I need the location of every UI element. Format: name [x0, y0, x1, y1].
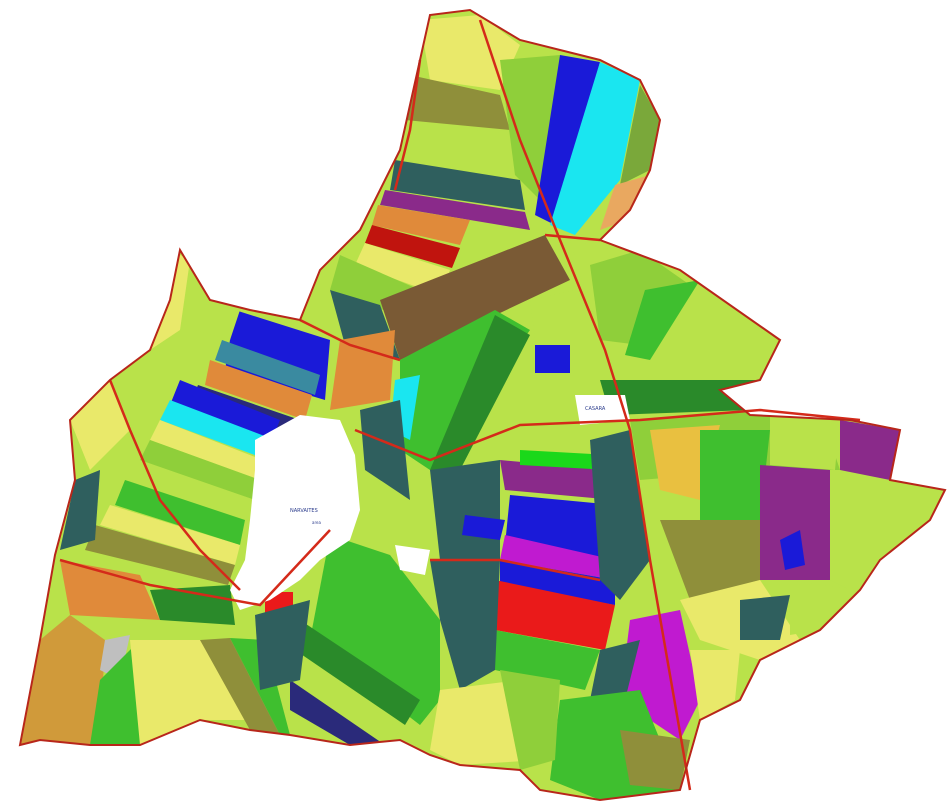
- parcel: [160, 400, 275, 460]
- parcel: [760, 465, 830, 580]
- parcel: [290, 650, 400, 745]
- parcel: [140, 440, 260, 500]
- parcel: [360, 400, 410, 500]
- parcel: [365, 225, 460, 268]
- parcel: [590, 250, 690, 345]
- parcel: [150, 585, 235, 625]
- parcel: [420, 15, 520, 90]
- parcel: [495, 580, 615, 650]
- parcel: [125, 460, 255, 520]
- parcel: [500, 670, 560, 770]
- village-sublabel: area: [312, 520, 321, 525]
- parcel: [115, 480, 245, 545]
- parcel: [535, 55, 600, 225]
- parcel: [600, 175, 650, 230]
- parcel: [600, 380, 760, 415]
- parcel: [430, 560, 500, 690]
- parcel: [430, 315, 530, 470]
- parcel: [85, 525, 235, 585]
- parcel: [700, 430, 770, 520]
- parcel: [740, 595, 790, 640]
- parcel: [500, 460, 615, 500]
- parcel: [770, 410, 840, 470]
- parcel: [20, 615, 105, 745]
- parcel: [390, 160, 525, 210]
- parcel: [70, 380, 130, 470]
- parcel: [550, 62, 640, 235]
- parcel: [405, 75, 510, 130]
- parcel: [840, 420, 900, 480]
- parcel: [372, 205, 470, 245]
- parcel: [200, 638, 280, 735]
- parcel: [190, 300, 240, 340]
- hamlet-area: [575, 395, 630, 425]
- parcel: [780, 530, 805, 570]
- parcel: [130, 640, 250, 745]
- parcel: [290, 680, 385, 745]
- parcel: [535, 345, 570, 373]
- parcel: [500, 535, 615, 580]
- parcel: [60, 560, 160, 620]
- roads: [59, 19, 861, 791]
- parcel: [205, 360, 312, 420]
- parcel: [255, 600, 310, 690]
- parcel: [380, 235, 570, 360]
- parcel: [310, 535, 440, 725]
- parcel: [620, 730, 690, 790]
- parcel: [430, 460, 500, 560]
- parcel: [380, 190, 530, 230]
- parcel: [500, 560, 615, 605]
- parcel: [620, 85, 660, 185]
- village-label: NARVAITES: [290, 508, 318, 514]
- parcel: [170, 380, 280, 445]
- parcel: [150, 420, 268, 480]
- parcel: [520, 450, 610, 470]
- parcel: [60, 470, 100, 550]
- parcel: [395, 120, 520, 175]
- territory-boundary: [18, 8, 947, 802]
- parcels-layer: [20, 15, 945, 800]
- parcel: [625, 280, 700, 360]
- parcel: [660, 520, 760, 600]
- clearing: [395, 545, 430, 575]
- hamlet-label: CASARA: [585, 406, 606, 412]
- parcel: [462, 515, 505, 540]
- village-area: [230, 415, 360, 610]
- parcel: [295, 620, 420, 725]
- parcel: [790, 580, 860, 635]
- parcel: [100, 505, 240, 565]
- parcel: [830, 470, 945, 590]
- parcel: [330, 330, 395, 410]
- parcel: [520, 420, 600, 450]
- parcel: [215, 340, 320, 395]
- parcel: [590, 430, 650, 600]
- parcel: [690, 650, 740, 720]
